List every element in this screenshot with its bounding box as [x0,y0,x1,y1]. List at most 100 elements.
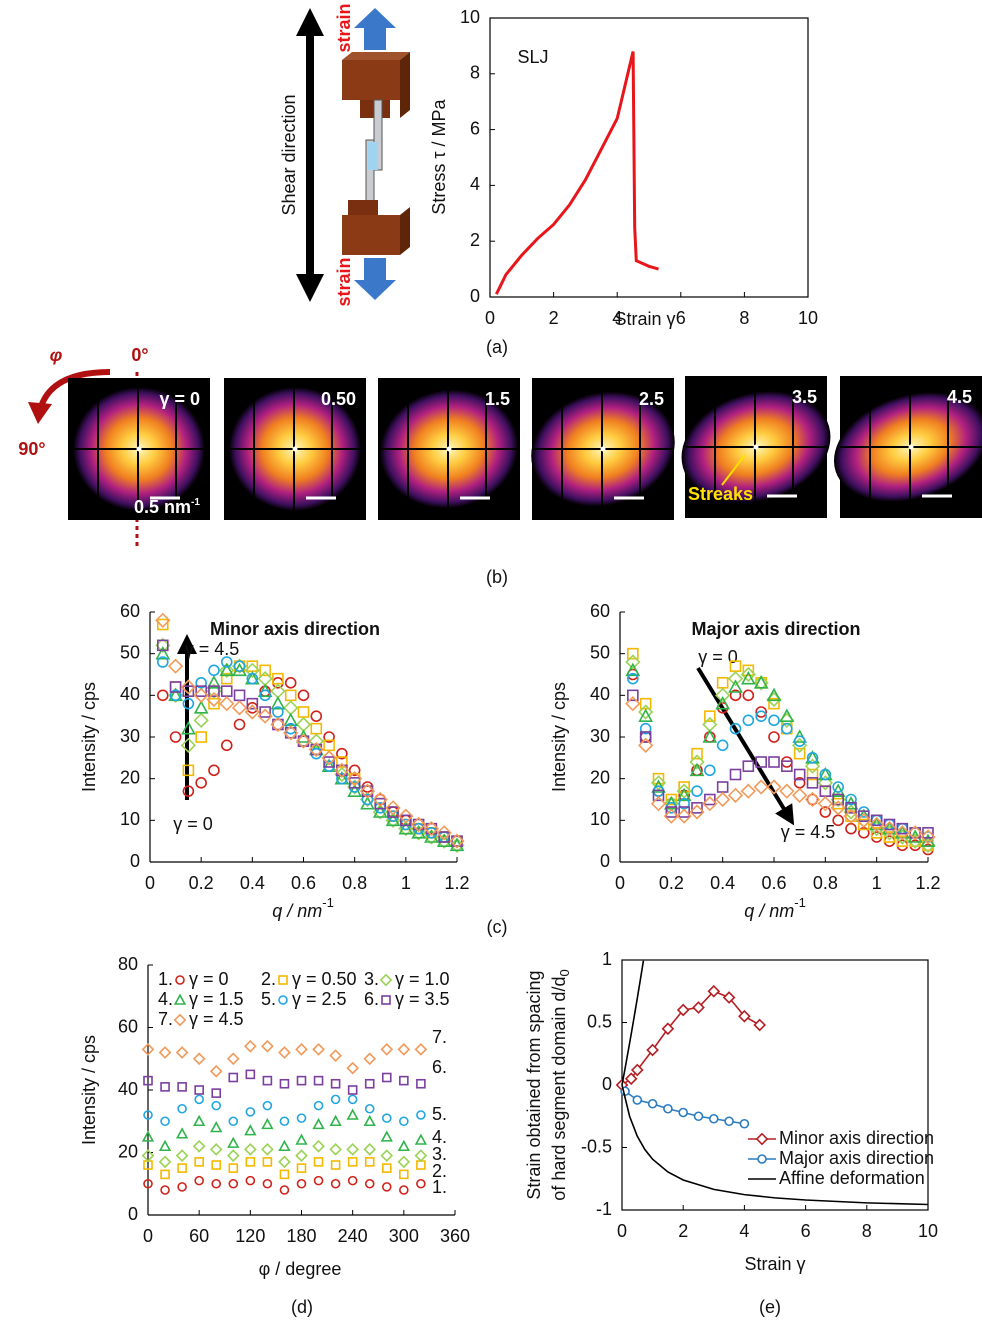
marker [329,1114,342,1127]
y-tick-label: 0 [130,851,140,871]
marker [211,1160,222,1170]
marker [194,1085,204,1095]
marker [363,1143,377,1156]
marker [716,739,729,752]
y-axis-label-sub: 0 [557,969,572,976]
marker [143,1178,153,1189]
marker [361,785,374,797]
x-tick-label: 300 [389,1226,419,1246]
panel-label: (a) [486,337,508,357]
marker [678,781,690,793]
pull-arrow [354,258,396,300]
marker [832,781,844,793]
marker [259,664,271,677]
legend-label: Major axis direction [779,1148,934,1168]
x-tick-label: 0.2 [659,873,684,893]
marker [436,825,452,841]
y-tick-label: 10 [590,809,610,829]
saxs-image: 2.5 [531,378,675,520]
grip [342,60,400,100]
trend-arrow [696,666,795,826]
marker [896,835,909,847]
marker [297,706,310,718]
y-axis-label: Intensity / cps [79,1035,99,1145]
marker [742,689,755,702]
marker [639,697,652,710]
arrow-head [296,8,324,36]
marker [676,783,692,799]
marker [702,729,718,743]
marker [380,1043,394,1056]
marker [729,689,742,702]
x-axis-label: φ / degree [259,1259,342,1279]
marker [245,1157,256,1167]
marker [182,764,195,777]
marker [768,731,780,743]
x-tick-label: 240 [338,1226,368,1246]
marker [399,1116,409,1127]
marker [639,722,652,735]
marker [278,975,288,985]
marker [233,689,246,702]
marker [323,756,335,768]
adhesive [368,142,378,170]
marker [329,1143,342,1156]
series-number: 2. [432,1161,447,1181]
y-tick-label: 20 [590,767,610,787]
marker [143,1110,153,1120]
strain-label: strain [334,257,354,306]
marker [753,675,769,691]
marker [279,1116,290,1127]
x-axis-label: Strain γ [744,1254,805,1274]
x-axis-label-text: q / nm [744,901,794,921]
legend-label: γ = 4.5 [189,1009,244,1029]
x-tick-label: 0.4 [240,873,265,893]
marker [832,814,844,827]
legend-number: 4. [158,989,173,1009]
x-axis-label: Strain γ [614,309,675,329]
marker [313,1175,324,1186]
panel-label: (b) [486,567,508,587]
marker [883,831,896,843]
marker [753,779,769,795]
marker [155,612,171,628]
marker [819,768,832,781]
marker [663,808,679,824]
x-tick-label: 2 [678,1221,688,1241]
marker [295,1149,308,1162]
x-tick-label: 0 [145,873,155,893]
marker [845,810,857,822]
series-number: 5. [432,1104,447,1124]
y-tick-label: 2 [470,230,480,250]
marker [372,791,388,808]
marker [638,737,654,753]
marker [279,1169,290,1180]
angle-indicator [28,369,139,548]
marker [175,1149,189,1162]
marker [259,706,271,718]
marker [858,818,870,831]
marker [141,1130,155,1142]
marker [781,722,793,735]
marker [753,675,769,689]
marker [284,727,297,739]
plot-frame [489,17,809,298]
marker [385,800,401,816]
marker [278,1139,291,1152]
marker [381,995,391,1005]
y-tick-label: 10 [460,7,480,27]
saxs-image: 4.5 [834,376,982,518]
marker [819,785,832,797]
marker [397,1043,411,1056]
marker [192,1052,206,1066]
marker [272,677,284,689]
marker [691,802,703,814]
marker [652,785,665,797]
pull-arrow [354,8,396,50]
marker [652,772,665,785]
marker [727,787,744,803]
marker [364,1178,375,1189]
panel-label: (c) [487,917,508,937]
marker [707,984,721,998]
saxs-image: 1.5 [378,378,520,520]
